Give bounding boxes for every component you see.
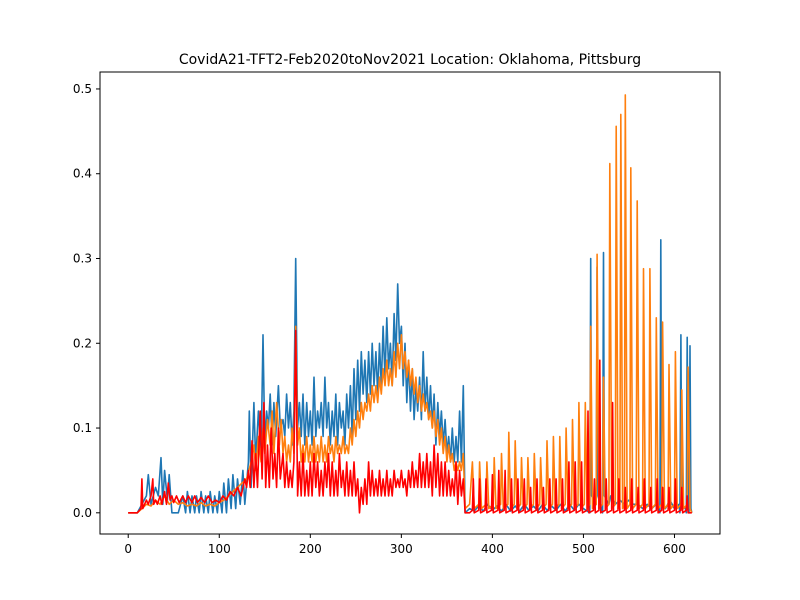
x-tick-label: 500 [572,542,595,556]
y-tick-label: 0.1 [73,421,92,435]
y-tick-label: 0.3 [73,251,92,265]
series-line-2 [128,94,693,514]
x-tick-label: 300 [390,542,413,556]
x-tick-label: 400 [481,542,504,556]
y-tick-label: 0.2 [73,336,92,350]
y-tick-label: 0.4 [73,167,92,181]
x-tick-label: 0 [124,542,132,556]
plot-frame [99,71,721,535]
x-tick-label: 200 [299,542,322,556]
y-tick-label: 0.0 [73,506,92,520]
chart-title: CovidA21-TFT2-Feb2020toNov2021 Location:… [179,52,641,68]
series-line-3 [128,329,692,514]
x-axis: 0 100 200 300 400 500 600 [124,534,686,556]
x-tick-label: 600 [663,542,686,556]
y-tick-label: 0.5 [73,82,92,96]
plot-lines [128,94,693,514]
y-axis: 0.0 0.1 0.2 0.3 0.4 0.5 [73,82,100,520]
x-tick-label: 100 [208,542,231,556]
